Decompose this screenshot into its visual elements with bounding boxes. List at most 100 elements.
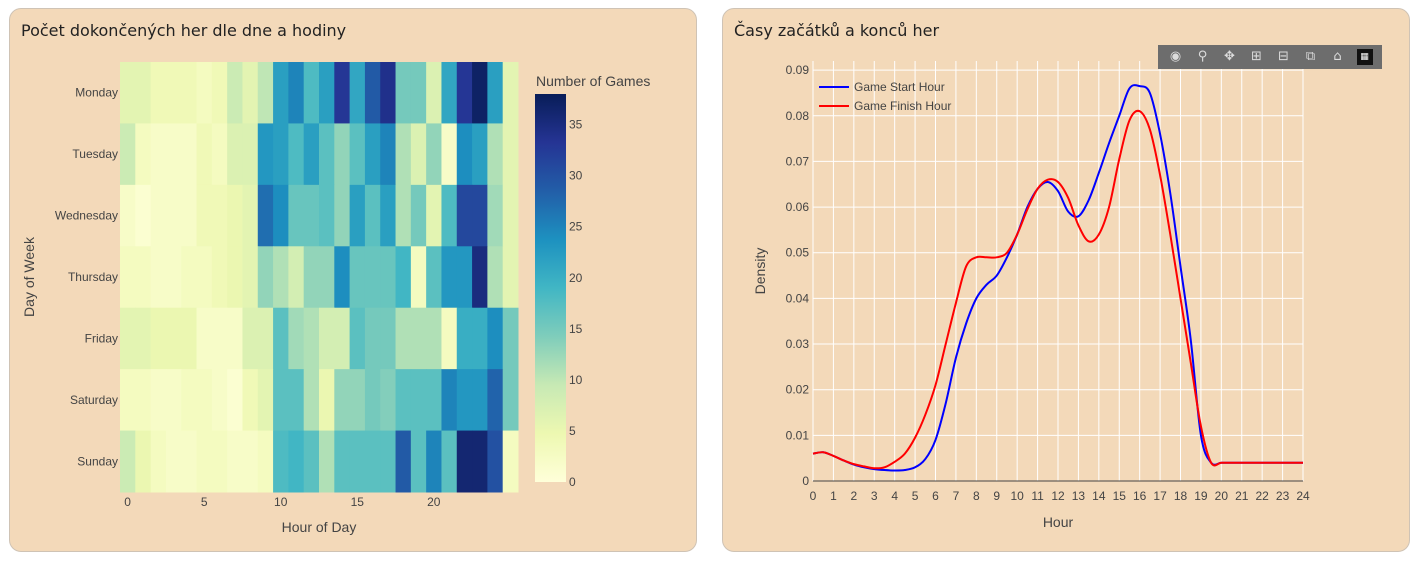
heatmap-cell [380, 62, 397, 124]
x-tick-label: 20 [1215, 489, 1229, 503]
heatmap-cell [288, 62, 305, 124]
heatmap-cell [395, 307, 412, 370]
heatmap-cell [349, 184, 366, 247]
x-tick-label: 5 [201, 495, 208, 509]
heatmap-cell [211, 184, 228, 247]
y-tick-label: 0 [802, 474, 809, 488]
colorbar-tick-label: 5 [569, 424, 576, 438]
heatmap-cell [227, 184, 243, 247]
heatmap-cell [395, 430, 412, 493]
heatmap-cell [288, 246, 305, 309]
zoom-in-icon[interactable]: ⊞ [1251, 49, 1262, 64]
heatmap-cell [211, 430, 228, 493]
heatmap-cell [319, 184, 335, 247]
heatmap-cell [441, 246, 458, 309]
y-tick-label: Saturday [70, 393, 118, 407]
heatmap-cell [319, 123, 335, 186]
heatmap-cell [410, 246, 427, 309]
heatmap-cell [426, 62, 442, 124]
heatmap-cell [227, 430, 243, 493]
heatmap-cell [135, 369, 152, 432]
heatmap-cell [303, 123, 320, 186]
zoom-icon[interactable]: ⚲ [1197, 49, 1208, 64]
heatmap-cell [456, 123, 473, 186]
heatmap-cell [456, 62, 473, 124]
heatmap-cell [395, 123, 412, 186]
colorbar [535, 94, 566, 482]
heatmap-cell [441, 184, 458, 247]
heatmap-cell [319, 307, 335, 370]
heatmap-cell [135, 307, 152, 370]
x-tick-label: 17 [1153, 489, 1167, 503]
heatmap-cell [487, 430, 504, 493]
camera-icon[interactable]: ◉ [1169, 49, 1182, 64]
y-tick-label: 0.06 [786, 200, 810, 214]
heatmap-cell [257, 123, 274, 186]
legend-item: Game Start Hour [854, 80, 945, 94]
heatmap-cell [502, 62, 519, 124]
heatmap-cell [303, 184, 320, 247]
heatmap-cell [227, 246, 243, 309]
heatmap-cell [181, 184, 198, 247]
density-chart[interactable]: 0 1 2 3 4 5 6 7 8 9 10 11 12 13 14 15 16 17 18 19 20 21 22 23 24… [723, 9, 1409, 551]
heatmap-cell [380, 307, 397, 370]
heatmap-cell [487, 184, 504, 247]
heatmap-chart[interactable]: Monday Tuesday Wednesday Thursday Friday Satu… [10, 9, 696, 551]
heatmap-cell [441, 62, 458, 124]
heatmap-cell [502, 307, 519, 370]
heatmap-cell [165, 369, 182, 432]
heatmap-cell [273, 184, 289, 247]
heatmap-cell [165, 246, 182, 309]
x-tick-label: 24 [1296, 489, 1310, 503]
zoom-out-icon[interactable]: ⊟ [1278, 49, 1289, 64]
x-tick-label: 2 [850, 489, 857, 503]
reset-axes-icon[interactable]: ⌂ [1333, 49, 1342, 64]
x-axis-title: Hour of Day [282, 519, 357, 535]
heatmap-cell [364, 246, 381, 309]
heatmap-cell [380, 246, 397, 309]
heatmap-cell [273, 123, 289, 186]
heatmap-cell [472, 184, 488, 247]
heatmap-cell [334, 184, 351, 247]
heatmap-cell [273, 62, 289, 124]
heatmap-cell [120, 246, 136, 309]
heatmap-cell [165, 430, 182, 493]
heatmap-cell [380, 369, 397, 432]
heatmap-cell [211, 62, 228, 124]
heatmap-cell [165, 307, 182, 370]
x-tick-label: 0 [124, 495, 131, 509]
heatmap-cell [349, 430, 366, 493]
series-line-2 [812, 109, 1303, 470]
x-tick-label: 9 [993, 489, 1000, 503]
heatmap-cell [502, 246, 519, 309]
heatmap-cell [319, 430, 335, 493]
heatmap-cell [441, 307, 458, 370]
heatmap-cell [334, 246, 351, 309]
heatmap-cell [364, 184, 381, 247]
heatmap-cell [426, 307, 442, 370]
heatmap-cell [150, 307, 167, 370]
heatmap-cell [441, 430, 458, 493]
heatmap-cell [319, 246, 335, 309]
pan-icon[interactable]: ✥ [1224, 49, 1235, 64]
heatmap-cell [349, 307, 366, 370]
heatmap-cell [472, 123, 488, 186]
heatmap-cell [410, 430, 427, 493]
heatmap-cell [487, 369, 504, 432]
heatmap-cell [257, 369, 274, 432]
heatmap-cell [303, 430, 320, 493]
heatmap-title: Počet dokončených her dle dne a hodiny [21, 21, 347, 40]
heatmap-cell [410, 369, 427, 432]
y-tick-label: 0.05 [786, 246, 810, 260]
heatmap-cell [502, 184, 519, 247]
heatmap-cell [181, 307, 198, 370]
heatmap-cell [242, 62, 259, 124]
x-tick-label: 18 [1174, 489, 1188, 503]
x-tick-label: 19 [1194, 489, 1208, 503]
heatmap-cell [334, 123, 351, 186]
heatmap-cell [257, 184, 274, 247]
heatmap-cell [410, 184, 427, 247]
autoscale-icon[interactable]: ⧉ [1305, 49, 1316, 64]
heatmap-cell [395, 184, 412, 247]
plotly-logo[interactable]: ▦ [1356, 49, 1373, 65]
